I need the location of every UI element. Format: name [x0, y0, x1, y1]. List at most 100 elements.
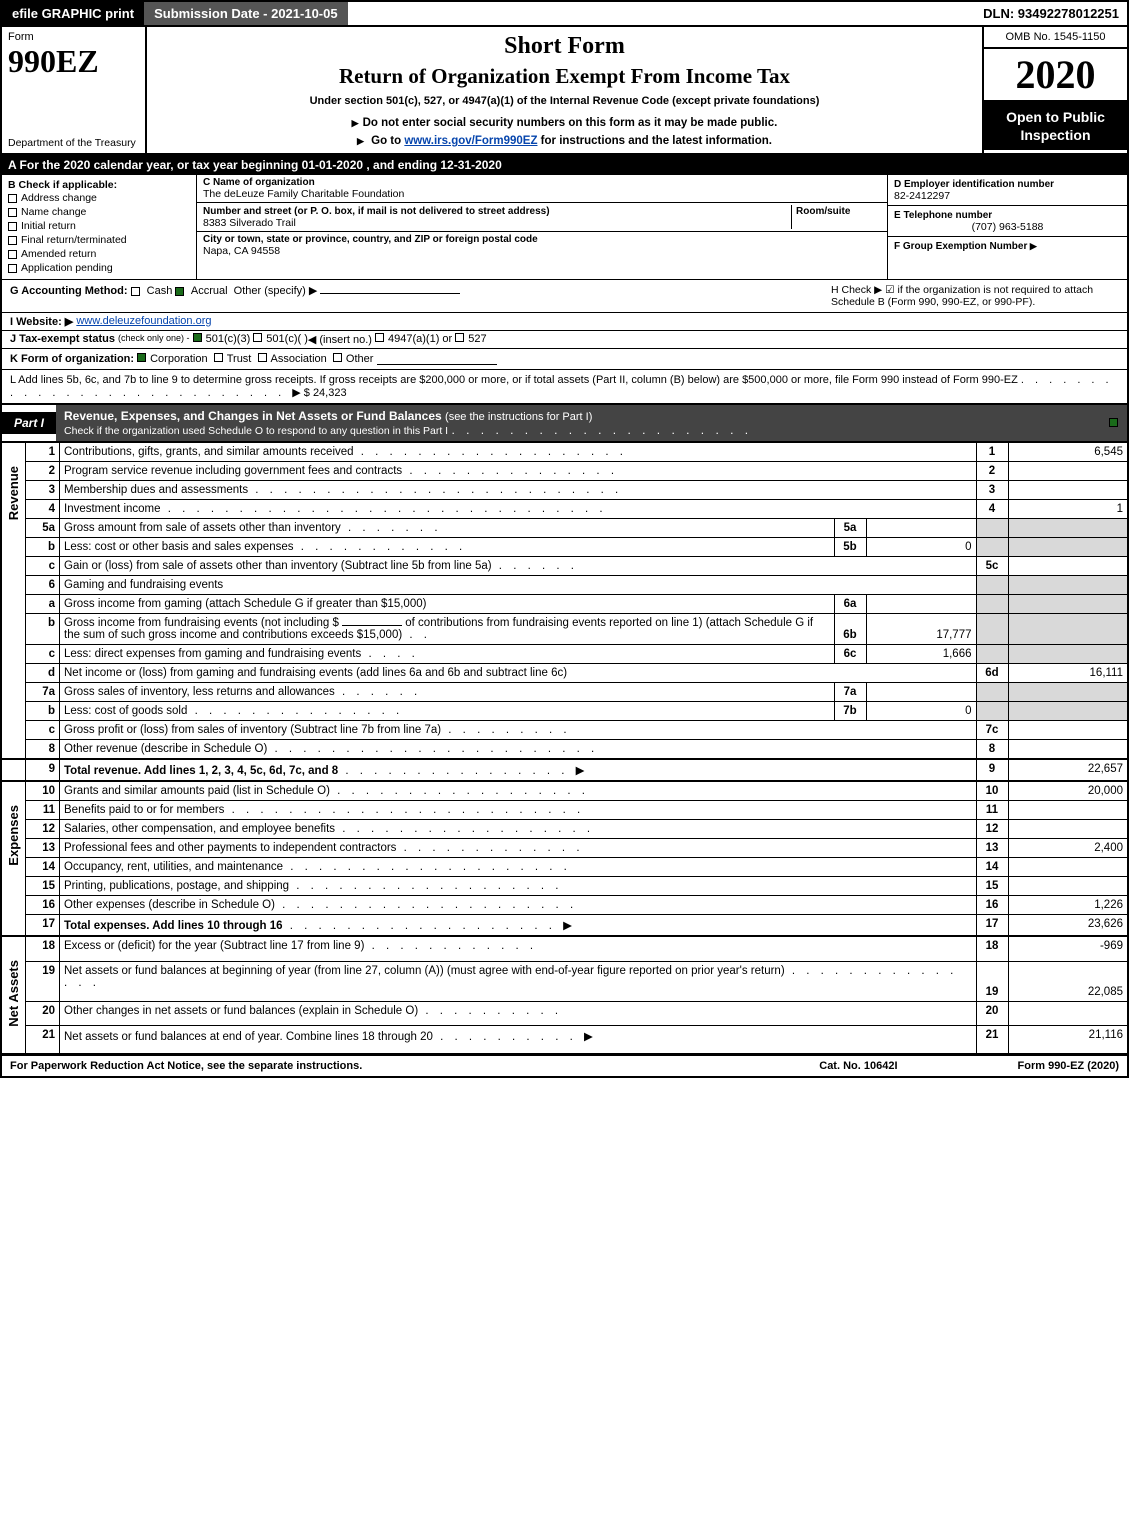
- other-label: Other (specify): [234, 285, 306, 297]
- chk-527[interactable]: [455, 333, 464, 342]
- chk-assoc[interactable]: [258, 353, 267, 362]
- dept-label: Department of the Treasury: [8, 137, 139, 149]
- efile-print-button[interactable]: efile GRAPHIC print: [2, 2, 144, 25]
- amt-6c-shade: [1008, 645, 1128, 664]
- chk-501c[interactable]: [253, 333, 262, 342]
- box-7b: 7b: [834, 702, 866, 721]
- num-12: 12: [976, 820, 1008, 839]
- box-6c: 6c: [834, 645, 866, 664]
- part1-tag: Part I: [2, 412, 56, 434]
- top-bar: efile GRAPHIC print Submission Date - 20…: [0, 0, 1129, 27]
- street-value: 8383 Silverado Trail: [203, 217, 296, 229]
- chk-4947[interactable]: [375, 333, 384, 342]
- row-l: L Add lines 5b, 6c, and 7b to line 9 to …: [0, 370, 1129, 405]
- entity-section: B Check if applicable: Address change Na…: [0, 175, 1129, 280]
- h-text: H Check ▶ ☑ if the organization is not r…: [819, 284, 1119, 308]
- amt-13: 2,400: [1008, 839, 1128, 858]
- desc-19: Net assets or fund balances at beginning…: [64, 965, 785, 977]
- desc-15: Printing, publications, postage, and shi…: [64, 880, 289, 892]
- part1-title: Revenue, Expenses, and Changes in Net As…: [56, 405, 1103, 441]
- chk-schedule-o[interactable]: [1109, 418, 1118, 427]
- f-label: F Group Exemption Number: [894, 241, 1037, 252]
- main-title: Return of Organization Exempt From Incom…: [155, 64, 974, 89]
- amt-6d: 16,111: [1008, 664, 1128, 683]
- chk-amended[interactable]: Amended return: [8, 247, 190, 261]
- num-6-shade: [976, 576, 1008, 595]
- org-name: The deLeuze Family Charitable Foundation: [203, 188, 881, 200]
- room-label: Room/suite: [796, 206, 850, 217]
- val-5b: 0: [866, 538, 976, 557]
- ln-13: 13: [26, 839, 60, 858]
- chk-address[interactable]: Address change: [8, 191, 190, 205]
- chk-final[interactable]: Final return/terminated: [8, 233, 190, 247]
- amt-19: 22,085: [1008, 961, 1128, 1001]
- street-label: Number and street (or P. O. box, if mail…: [203, 206, 550, 217]
- desc-10: Grants and similar amounts paid (list in…: [64, 785, 330, 797]
- amt-6b-shade: [1008, 614, 1128, 645]
- amt-14: [1008, 858, 1128, 877]
- amt-8: [1008, 740, 1128, 760]
- period-bar: A For the 2020 calendar year, or tax yea…: [0, 155, 1129, 175]
- goto-suffix: for instructions and the latest informat…: [537, 135, 772, 147]
- amt-5a-shade: [1008, 519, 1128, 538]
- chk-cash[interactable]: [131, 287, 140, 296]
- cash-label: Cash: [147, 285, 173, 297]
- website-link[interactable]: www.deleuzefoundation.org: [76, 315, 211, 328]
- num-11: 11: [976, 801, 1008, 820]
- ssn-notice: Do not enter social security numbers on …: [155, 117, 974, 129]
- desc-6a: Gross income from gaming (attach Schedul…: [64, 598, 426, 610]
- desc-6c: Less: direct expenses from gaming and fu…: [64, 648, 361, 660]
- ln-6a: a: [26, 595, 60, 614]
- chk-501c3[interactable]: [193, 333, 202, 342]
- desc-21: Net assets or fund balances at end of ye…: [64, 1031, 433, 1043]
- ln-6: 6: [26, 576, 60, 595]
- phone-value: (707) 963-5188: [894, 221, 1121, 233]
- chk-initial[interactable]: Initial return: [8, 219, 190, 233]
- ln-7a: 7a: [26, 683, 60, 702]
- submission-date-button[interactable]: Submission Date - 2021-10-05: [144, 2, 348, 25]
- l-text: L Add lines 5b, 6c, and 7b to line 9 to …: [10, 374, 1018, 386]
- goto-link[interactable]: www.irs.gov/Form990EZ: [404, 135, 537, 147]
- inspection-badge: Open to Public Inspection: [984, 102, 1127, 150]
- omb-number: OMB No. 1545-1150: [984, 27, 1127, 49]
- num-7a-shade: [976, 683, 1008, 702]
- num-7c: 7c: [976, 721, 1008, 740]
- chk-other[interactable]: [333, 353, 342, 362]
- ln-5a: 5a: [26, 519, 60, 538]
- num-13: 13: [976, 839, 1008, 858]
- chk-name[interactable]: Name change: [8, 205, 190, 219]
- amt-5c: [1008, 557, 1128, 576]
- l-amount: $ 24,323: [304, 387, 347, 399]
- amt-15: [1008, 877, 1128, 896]
- amt-18: -969: [1008, 936, 1128, 961]
- cat-no: Cat. No. 10642I: [819, 1060, 897, 1072]
- num-20: 20: [976, 1001, 1008, 1026]
- num-10: 10: [976, 781, 1008, 801]
- ln-18: 18: [26, 936, 60, 961]
- amt-1: 6,545: [1008, 443, 1128, 462]
- amt-2: [1008, 462, 1128, 481]
- city-label: City or town, state or province, country…: [203, 234, 881, 245]
- row-i: I Website: ▶ www.deleuzefoundation.org: [0, 313, 1129, 331]
- row-j: J Tax-exempt status (check only one) - 5…: [0, 331, 1129, 349]
- num-5b-shade: [976, 538, 1008, 557]
- amt-6a-shade: [1008, 595, 1128, 614]
- box-6a: 6a: [834, 595, 866, 614]
- amt-4: 1: [1008, 500, 1128, 519]
- ln-21: 21: [26, 1026, 60, 1054]
- ln-10: 10: [26, 781, 60, 801]
- chk-trust[interactable]: [214, 353, 223, 362]
- chk-corp[interactable]: [137, 353, 146, 362]
- chk-pending[interactable]: Application pending: [8, 261, 190, 275]
- desc-7b: Less: cost of goods sold: [64, 705, 187, 717]
- ein-value: 82-2412297: [894, 190, 950, 202]
- desc-1: Contributions, gifts, grants, and simila…: [64, 446, 354, 458]
- ln-20: 20: [26, 1001, 60, 1026]
- desc-7a: Gross sales of inventory, less returns a…: [64, 686, 335, 698]
- num-8: 8: [976, 740, 1008, 760]
- check-b-column: B Check if applicable: Address change Na…: [2, 175, 197, 279]
- desc-17: Total expenses. Add lines 10 through 16: [64, 920, 283, 932]
- entity-mid: C Name of organization The deLeuze Famil…: [197, 175, 887, 279]
- form-number: 990EZ: [8, 43, 139, 80]
- chk-accrual[interactable]: [175, 287, 184, 296]
